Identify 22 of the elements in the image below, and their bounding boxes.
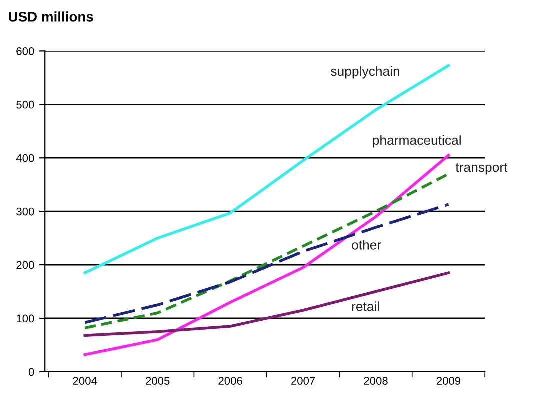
line-series [84,203,450,324]
series-label: supplychain [331,66,400,79]
x-tick-label: 2007 [291,377,316,385]
y-tick-label: 200 [16,261,34,270]
y-tick-label: 500 [16,100,34,109]
y-tick-label: 300 [16,208,34,216]
x-tick-label: 2009 [436,377,461,385]
x-tick-label: 2005 [146,377,170,385]
line-series [84,154,450,356]
series-label: retail [352,302,380,312]
x-tick-label: 2008 [364,377,388,385]
x-tick-label: 2004 [73,377,98,385]
y-tick-label: 100 [16,314,34,323]
y-axis-title: USD millions [9,12,94,22]
series-label: other [352,240,382,250]
y-tick-label: 400 [16,154,34,162]
line-series [84,272,450,338]
x-tick-label: 2006 [218,377,242,385]
y-tick-label: 600 [16,47,34,56]
series-label: pharmaceutical [373,135,461,148]
series-label: transport [456,163,508,175]
y-tick-label: 0 [28,368,34,376]
